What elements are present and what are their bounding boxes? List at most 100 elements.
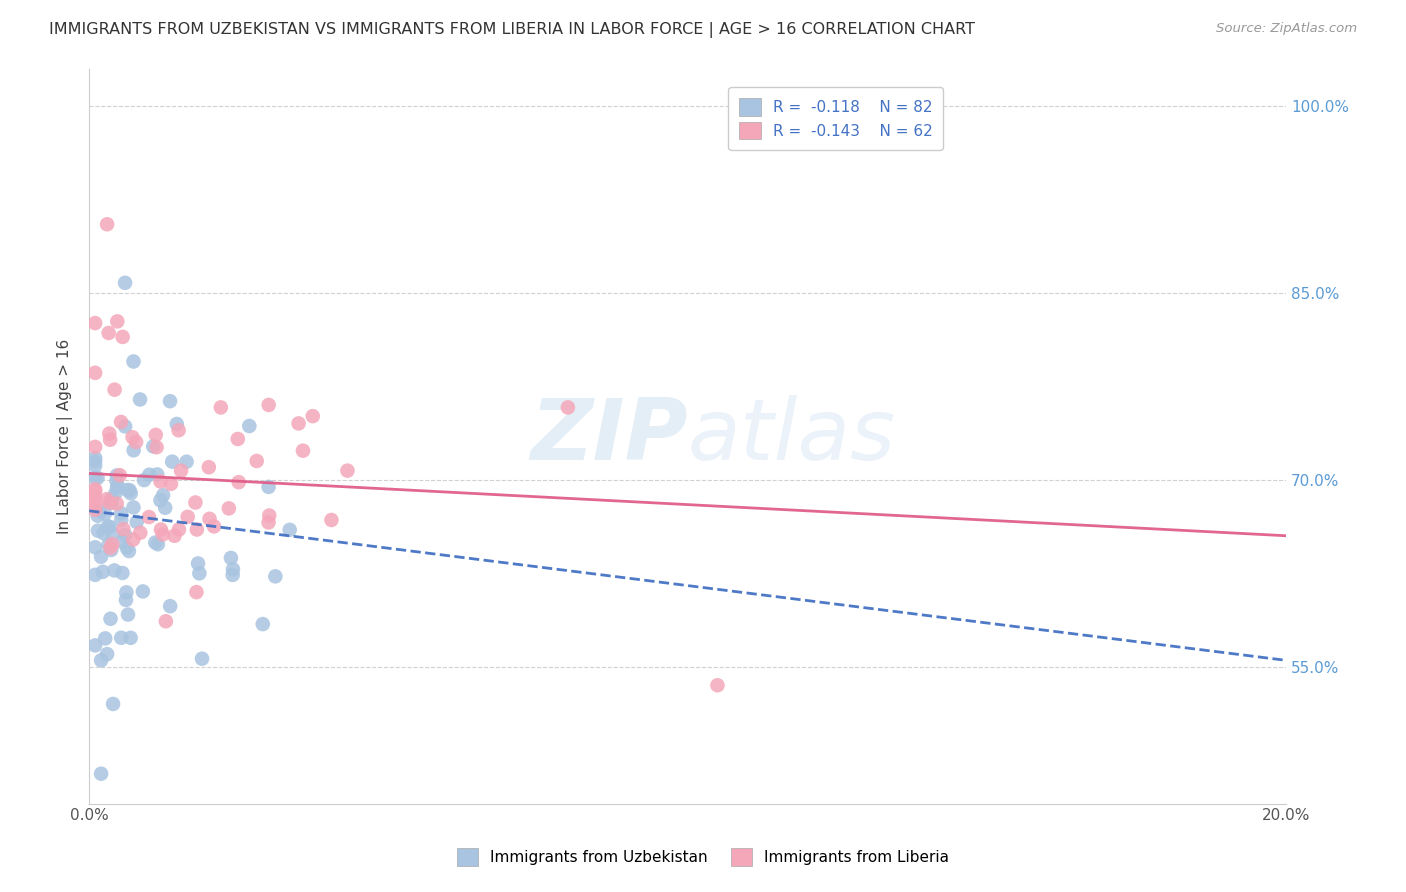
Point: [107, 479, 129, 493]
Point: [105, 468, 128, 483]
Point: [177, 509, 200, 524]
Point: [301, 409, 323, 424]
Point: [84, 316, 107, 330]
Text: ZIP: ZIP: [530, 394, 688, 477]
Point: [115, 585, 138, 599]
Point: [84, 567, 107, 582]
Point: [84, 471, 107, 485]
Point: [209, 401, 232, 415]
Point: [191, 651, 214, 665]
Point: [111, 330, 134, 344]
Point: [114, 528, 136, 542]
Point: [149, 475, 172, 489]
Point: [110, 513, 132, 527]
Point: [143, 535, 166, 549]
Point: [105, 314, 128, 328]
Point: [278, 523, 301, 537]
Point: [188, 566, 211, 581]
Point: [246, 454, 269, 468]
Point: [186, 585, 208, 599]
Point: [101, 526, 124, 541]
Text: Source: ZipAtlas.com: Source: ZipAtlas.com: [1216, 22, 1357, 36]
Point: [84, 502, 107, 516]
Point: [122, 443, 145, 458]
Point: [120, 486, 142, 500]
Point: [152, 488, 174, 502]
Point: [101, 697, 124, 711]
Point: [184, 495, 207, 509]
Point: [257, 398, 280, 412]
Point: [118, 544, 141, 558]
Point: [120, 631, 142, 645]
Point: [84, 491, 107, 505]
Point: [557, 401, 579, 415]
Point: [84, 366, 107, 380]
Point: [176, 455, 198, 469]
Point: [222, 562, 245, 576]
Point: [84, 440, 107, 454]
Point: [149, 493, 172, 508]
Point: [84, 450, 107, 465]
Point: [257, 508, 280, 523]
Point: [90, 549, 112, 564]
Y-axis label: In Labor Force | Age > 16: In Labor Force | Age > 16: [58, 338, 73, 533]
Point: [226, 432, 249, 446]
Point: [218, 501, 240, 516]
Point: [166, 417, 188, 431]
Point: [132, 584, 155, 599]
Point: [111, 534, 134, 549]
Point: [98, 520, 121, 534]
Point: [105, 474, 128, 488]
Point: [114, 276, 136, 290]
Point: [100, 496, 122, 510]
Point: [97, 519, 120, 533]
Point: [118, 483, 141, 498]
Point: [104, 486, 127, 500]
Point: [149, 523, 172, 537]
Point: [104, 383, 127, 397]
Point: [228, 475, 250, 490]
Point: [159, 599, 181, 614]
Point: [110, 415, 132, 429]
Point: [117, 483, 139, 497]
Point: [114, 419, 136, 434]
Point: [186, 523, 208, 537]
Point: [163, 529, 186, 543]
Point: [187, 557, 209, 571]
Point: [132, 473, 155, 487]
Point: [87, 524, 110, 538]
Point: [252, 617, 274, 632]
Point: [287, 417, 309, 431]
Point: [84, 484, 107, 499]
Point: [125, 435, 148, 450]
Point: [221, 568, 243, 582]
Point: [264, 569, 287, 583]
Point: [98, 426, 121, 441]
Point: [112, 522, 135, 536]
Point: [94, 632, 117, 646]
Point: [129, 525, 152, 540]
Point: [257, 516, 280, 530]
Point: [167, 523, 190, 537]
Point: [94, 507, 117, 521]
Point: [146, 537, 169, 551]
Point: [97, 326, 120, 340]
Point: [98, 495, 121, 509]
Point: [160, 455, 183, 469]
Point: [103, 563, 125, 577]
Point: [90, 653, 112, 667]
Point: [198, 512, 221, 526]
Point: [291, 443, 314, 458]
Point: [100, 541, 122, 555]
Point: [238, 419, 260, 434]
Point: [110, 506, 132, 520]
Point: [111, 566, 134, 580]
Text: IMMIGRANTS FROM UZBEKISTAN VS IMMIGRANTS FROM LIBERIA IN LABOR FORCE | AGE > 16 : IMMIGRANTS FROM UZBEKISTAN VS IMMIGRANTS…: [49, 22, 976, 38]
Point: [167, 423, 190, 437]
Point: [142, 440, 165, 454]
Point: [84, 458, 107, 473]
Point: [129, 392, 152, 407]
Point: [90, 766, 112, 780]
Point: [100, 612, 122, 626]
Point: [219, 550, 242, 565]
